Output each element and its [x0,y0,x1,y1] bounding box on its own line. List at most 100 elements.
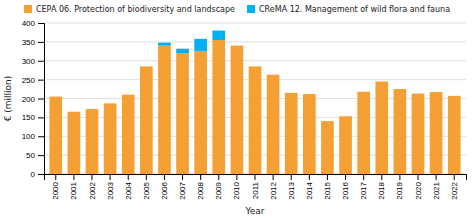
x-tick-mark [182,174,183,180]
x-tick: 2021 [432,174,441,200]
x-tick-mark [273,174,274,180]
bar [212,31,225,40]
bar [68,111,81,112]
y-tick: 100 [22,132,44,141]
x-tick-label: 2005 [142,181,151,199]
x-tick-label: 2019 [395,181,404,199]
x-tick-mark [110,174,111,180]
x-tick: 2006 [160,174,169,200]
bar [412,93,425,94]
y-tick-label: 50 [26,151,35,160]
x-tick-label: 2021 [432,181,441,199]
x-axis-title: Year [244,206,264,216]
legend-label: CEPA 06. Protection of biodiversity and … [36,5,235,14]
bar [321,121,334,174]
x-tick-mark [327,174,328,180]
bar [412,94,425,174]
y-tick-mark [38,42,44,43]
y-tick-mark [38,117,44,118]
y-tick-label: 300 [22,57,36,66]
bar [303,94,316,174]
x-tick-mark [91,174,92,180]
x-tick-label: 2006 [160,181,169,199]
x-tick-label: 2012 [269,181,278,199]
x-tick-mark [291,174,292,180]
bar [375,81,388,82]
y-axis-title: € (million) [3,76,13,122]
bar [231,46,244,174]
x-tick-label: 2002 [88,181,97,199]
x-tick-mark [146,174,147,180]
y-axis: 050100150200250300350400 [22,19,45,179]
x-tick: 2012 [269,174,278,200]
y-tick-mark [38,155,44,156]
y-tick: 50 [26,151,44,160]
bar [86,109,99,174]
x-tick-label: 2001 [69,181,78,199]
bar [158,46,171,174]
x-tick-label: 2015 [323,181,332,199]
y-tick: 350 [22,38,44,47]
bar [104,103,117,104]
x-tick-label: 2010 [232,181,241,199]
bar [375,82,388,174]
x-tick-mark [164,174,165,180]
x-tick-label: 2008 [196,181,205,199]
y-tick-label: 100 [22,132,36,141]
y-tick: 150 [22,113,44,122]
y-tick-mark [38,99,44,100]
legend-label: CReMA 12. Management of wild flora and f… [259,5,450,14]
legend-item: CEPA 06. Protection of biodiversity and … [24,5,235,14]
chart: CEPA 06. Protection of biodiversity and … [0,0,474,218]
bar [86,109,99,110]
x-tick: 2000 [51,174,60,200]
bar [140,66,153,67]
x-tick: 2009 [214,174,223,200]
y-tick-mark [38,136,44,137]
x-tick: 2019 [395,174,404,200]
bar [122,94,135,95]
y-tick-mark [38,174,44,175]
x-tick-label: 2016 [341,181,350,199]
x-tick: 2018 [377,174,386,200]
bar [176,53,189,174]
x-tick-mark [345,174,346,180]
y-tick: 0 [31,170,44,179]
x-tick-mark [128,174,129,180]
y-tick-label: 0 [31,170,36,179]
x-tick-label: 2004 [124,181,133,199]
x-tick: 2017 [359,174,368,200]
x-tick-label: 2009 [214,181,223,199]
grid-line [44,23,466,24]
bar [357,91,370,92]
x-tick: 2016 [341,174,350,200]
x-tick: 2011 [251,174,260,199]
legend-item: CReMA 12. Management of wild flora and f… [247,5,450,14]
x-tick: 2008 [196,174,205,200]
x-tick: 2007 [178,174,187,200]
y-tick: 250 [22,76,44,85]
x-axis: 2000 2001 2002 2003 2004 2005 2006 2007 2008 2009… [45,174,467,200]
bar [267,75,280,174]
x-tick-mark [418,174,419,180]
grid [44,23,466,174]
x-tick-mark [436,174,437,180]
x-tick-mark [454,174,455,180]
bar [448,95,461,96]
x-tick-mark [218,174,219,180]
x-tick-mark [381,174,382,180]
bar [357,92,370,174]
y-tick-label: 150 [22,113,36,122]
y-tick: 400 [22,19,44,28]
bar [122,95,135,174]
x-tick: 2010 [232,174,241,200]
bar [303,93,316,94]
x-tick-mark [399,174,400,180]
grid-line [44,60,466,61]
x-axis-line [45,175,467,181]
legend: CEPA 06. Protection of biodiversity and … [24,5,450,14]
bar [249,66,262,174]
x-tick-label: 2003 [106,181,115,199]
x-tick: 2020 [414,174,423,200]
bar [285,92,298,93]
